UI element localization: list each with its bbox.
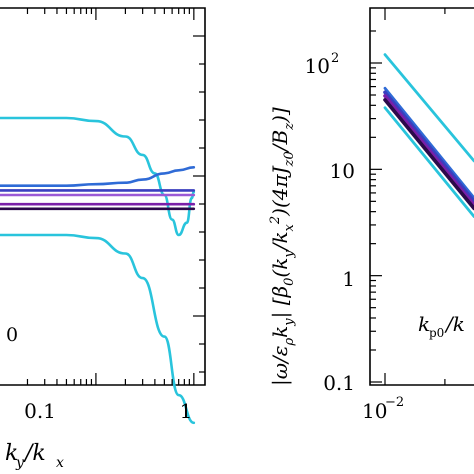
ylabel-seg-13: z0	[282, 151, 297, 167]
ylabel-seg-5: | [β	[268, 286, 293, 318]
right-y-axis-label: |ω/ερky| [β0(ky/kx2)(4πJz0/Bz)]	[268, 107, 297, 386]
right-panel: 0.1 1 10 10 2 10 −2 k p0 /k |ω/ερky| [β0…	[268, 7, 474, 423]
right-ytick-100-exp: 2	[331, 51, 339, 66]
right-inner-sub: p0	[429, 326, 444, 340]
left-plot-frame	[0, 7, 206, 386]
right-series-line-3	[383, 90, 474, 204]
right-series-group	[383, 53, 474, 218]
right-series-line-4	[383, 94, 474, 207]
right-inner-label: k p0 /k	[418, 312, 465, 340]
ylabel-seg-4: y	[282, 318, 297, 327]
right-ytick-100-base: 10	[305, 54, 330, 78]
ylabel-seg-2: ρ	[282, 337, 297, 346]
ylabel-seg-1: |ω/ε	[268, 345, 293, 386]
right-ytick-label-100: 10 2	[305, 51, 340, 78]
ylabel-seg-10: x	[282, 223, 297, 231]
left-series-line-1	[0, 233, 196, 425]
left-inner-label: 0	[6, 324, 18, 346]
ylabel-seg-14: /B	[268, 130, 292, 153]
left-tick-label-0.1: 0.1	[24, 399, 56, 423]
right-inner-rest: /k	[444, 312, 465, 336]
right-ytick-label-0.1: 0.1	[323, 371, 355, 395]
left-xlabel-sub-x: x	[56, 455, 64, 471]
left-ticks-group	[26, 8, 205, 385]
ylabel-seg-16: )]	[268, 107, 292, 124]
ylabel-seg-3: k	[268, 326, 292, 338]
left-xlabel-k: k	[5, 441, 18, 466]
left-series-line-2	[0, 116, 196, 237]
right-xtick-label: 10 −2	[362, 395, 404, 423]
right-inner-k: k	[418, 312, 430, 336]
ylabel-seg-9: /k	[268, 231, 292, 252]
ylabel-seg-6: 0	[282, 278, 297, 286]
left-tick-label-1: 1	[180, 399, 193, 423]
left-xlabel-sub-y: y	[15, 455, 25, 471]
right-series-line-5	[383, 98, 474, 211]
ylabel-seg-8: y	[282, 250, 297, 259]
left-xlabel-slash: /k	[23, 441, 46, 466]
right-xtick-base: 10	[362, 399, 387, 423]
right-ytick-label-10: 10	[330, 159, 355, 183]
right-series-line-2	[383, 86, 474, 200]
left-panel: 0.1 1 0 k y /k x	[0, 7, 206, 471]
right-series-line-6	[383, 106, 474, 218]
left-series-line-3	[0, 166, 196, 188]
right-series-line-1	[383, 53, 474, 163]
right-ytick-label-1: 1	[342, 267, 355, 291]
right-xtick-exp: −2	[385, 395, 404, 410]
ylabel-seg-7: (k	[268, 258, 292, 278]
ylabel-seg-12: )(4πJ	[268, 165, 292, 216]
left-series-group	[0, 116, 196, 425]
right-ticks-group	[370, 8, 446, 385]
ylabel-seg-11: 2	[268, 216, 283, 225]
right-plot-frame	[369, 7, 474, 386]
ylabel-seg-15: z	[282, 123, 297, 131]
left-x-axis-label: k y /k x	[5, 441, 64, 471]
